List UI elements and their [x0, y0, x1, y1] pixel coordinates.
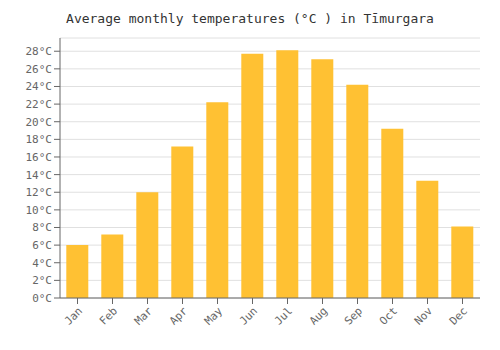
svg-text:28°C: 28°C: [26, 45, 53, 58]
svg-text:Jan: Jan: [62, 304, 85, 327]
svg-text:Aug: Aug: [307, 304, 330, 327]
svg-text:22°C: 22°C: [26, 98, 53, 111]
svg-text:24°C: 24°C: [26, 80, 53, 93]
svg-text:Oct: Oct: [377, 304, 400, 327]
svg-text:26°C: 26°C: [26, 63, 53, 76]
svg-text:6°C: 6°C: [32, 239, 52, 252]
svg-text:18°C: 18°C: [26, 133, 53, 146]
svg-text:Feb: Feb: [97, 304, 120, 327]
svg-text:2°C: 2°C: [32, 274, 52, 287]
svg-text:12°C: 12°C: [26, 186, 53, 199]
svg-text:0°C: 0°C: [32, 292, 52, 305]
svg-text:Dec: Dec: [447, 304, 470, 327]
svg-text:Nov: Nov: [412, 304, 436, 328]
html-text:Average monthly temperatures (: Average monthly temperatures (°C ) in Tī…: [66, 11, 434, 26]
svg-text:Sep: Sep: [342, 304, 365, 327]
svg-text:4°C: 4°C: [32, 257, 52, 270]
svg-text:10°C: 10°C: [26, 204, 53, 217]
svg-text:May: May: [202, 304, 226, 328]
svg-text:Jul: Jul: [272, 304, 295, 327]
svg-text:14°C: 14°C: [26, 169, 53, 182]
svg-text:Apr: Apr: [167, 304, 191, 328]
svg-text:Jun: Jun: [237, 304, 260, 327]
svg-text:8°C: 8°C: [32, 221, 52, 234]
svg-text:16°C: 16°C: [26, 151, 53, 164]
svg-text:Mar: Mar: [132, 304, 156, 328]
svg-text:20°C: 20°C: [26, 116, 53, 129]
